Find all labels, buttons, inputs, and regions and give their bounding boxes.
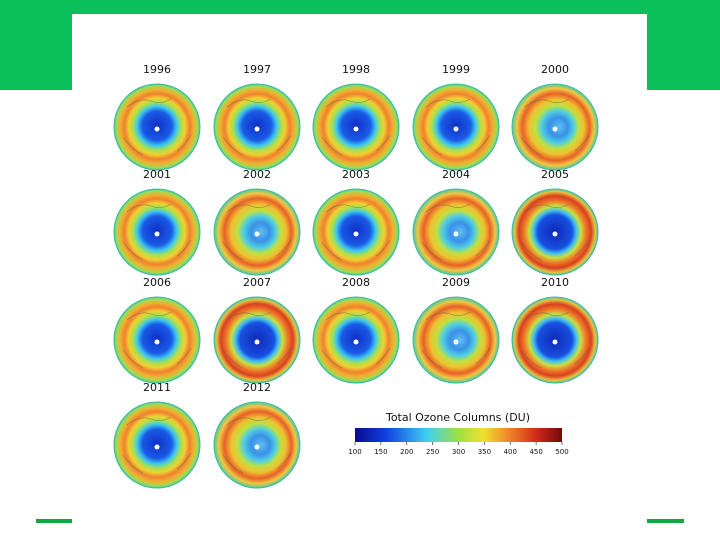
pole-dot: [552, 231, 558, 237]
pole-dot: [254, 231, 260, 237]
colorbar-tick-label: 300: [452, 448, 465, 456]
map-year: 2003: [342, 168, 370, 181]
colorbar-tick-label: 200: [400, 448, 413, 456]
pole-dot: [254, 444, 260, 450]
continent-outline: [122, 98, 192, 156]
map-year: 2004: [442, 168, 470, 181]
pole-dot: [353, 339, 359, 345]
colorbar-tick-label: 150: [374, 448, 387, 456]
pole-dot: [353, 231, 359, 237]
pole-dot: [453, 339, 459, 345]
colorbar-tick-label: 500: [555, 448, 568, 456]
continent-outline: [520, 311, 590, 369]
pole-dot: [552, 126, 558, 132]
continent-outline: [421, 311, 491, 369]
continent-outline: [421, 98, 491, 156]
continent-outline: [122, 311, 192, 369]
continent-outline: [122, 203, 192, 261]
continent-outline: [421, 203, 491, 261]
pole-dot: [154, 444, 160, 450]
map-year: 2006: [143, 276, 171, 289]
pole-dot: [154, 339, 160, 345]
colorbar: Total Ozone Columns (DU) 100 150 200 250 300…: [348, 411, 568, 456]
map-year: 2000: [541, 63, 569, 76]
colorbar-gradient: [355, 428, 562, 442]
map-year: 2008: [342, 276, 370, 289]
map-year: 2002: [243, 168, 271, 181]
pole-dot: [353, 126, 359, 132]
map-year: 2007: [243, 276, 271, 289]
continent-outline: [222, 416, 292, 474]
colorbar-tick-label: 100: [348, 448, 361, 456]
continent-outline: [520, 203, 590, 261]
map-year: 2010: [541, 276, 569, 289]
map-year: 1999: [442, 63, 470, 76]
continent-outline: [222, 98, 292, 156]
colorbar-tick-label: 250: [426, 448, 439, 456]
colorbar-tick-label: 400: [504, 448, 517, 456]
continent-outline: [222, 311, 292, 369]
map-year: 2012: [243, 381, 271, 394]
map-year: 2001: [143, 168, 171, 181]
map-year: 1997: [243, 63, 271, 76]
map-year: 1998: [342, 63, 370, 76]
continent-outline: [321, 203, 391, 261]
pole-dot: [154, 231, 160, 237]
map-year: 1996: [143, 63, 171, 76]
pole-dot: [453, 126, 459, 132]
pole-dot: [552, 339, 558, 345]
continent-outline: [222, 203, 292, 261]
pole-dot: [254, 339, 260, 345]
pole-dot: [453, 231, 459, 237]
continent-outline: [122, 416, 192, 474]
continent-outline: [520, 98, 590, 156]
map-year: 2011: [143, 381, 171, 394]
colorbar-tick-label: 350: [478, 448, 491, 456]
colorbar-tick-label: 450: [529, 448, 542, 456]
colorbar-title: Total Ozone Columns (DU): [385, 411, 530, 424]
pole-dot: [254, 126, 260, 132]
map-year: 2005: [541, 168, 569, 181]
map-year: 2009: [442, 276, 470, 289]
pole-dot: [154, 126, 160, 132]
continent-outline: [321, 311, 391, 369]
continent-outline: [321, 98, 391, 156]
